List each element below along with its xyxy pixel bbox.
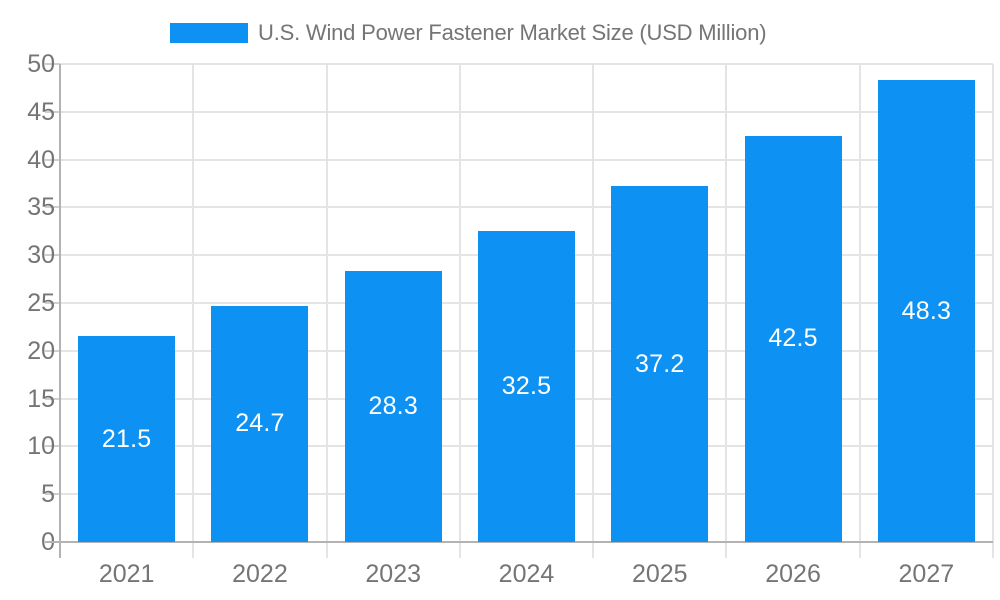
y-axis-tick bbox=[45, 302, 60, 304]
gridline-horizontal bbox=[60, 110, 993, 113]
bar-value-label: 37.2 bbox=[635, 349, 685, 378]
gridline-horizontal bbox=[60, 63, 993, 65]
gridline-horizontal bbox=[60, 158, 993, 161]
bar-value-label: 28.3 bbox=[368, 392, 418, 421]
x-axis-label-2026: 2026 bbox=[765, 560, 821, 588]
legend: U.S. Wind Power Fastener Market Size (US… bbox=[0, 14, 1000, 52]
y-axis-tick bbox=[45, 349, 60, 352]
y-axis-tick bbox=[45, 110, 60, 113]
bar-value-label: 24.7 bbox=[235, 409, 285, 438]
x-axis-label-2022: 2022 bbox=[232, 560, 288, 588]
y-axis-tick bbox=[45, 493, 60, 496]
y-axis-label: 45 bbox=[27, 97, 55, 126]
bar-2021[interactable]: 21.5 bbox=[78, 336, 176, 542]
bar-value-label: 48.3 bbox=[901, 296, 952, 325]
gridline-horizontal bbox=[60, 206, 993, 209]
chart-title: U.S. Wind Power Fastener Market Size (US… bbox=[258, 20, 767, 45]
bar-2023[interactable]: 28.3 bbox=[344, 271, 442, 542]
bar-value-label: 42.5 bbox=[768, 324, 818, 353]
y-axis-tick bbox=[45, 206, 60, 209]
gridline-vertical bbox=[992, 64, 994, 558]
gridline-vertical bbox=[325, 64, 328, 558]
x-axis-label-2021: 2021 bbox=[98, 560, 155, 588]
y-axis-tick bbox=[45, 445, 60, 448]
y-axis-tick bbox=[45, 63, 60, 65]
y-axis-label: 5 bbox=[41, 480, 55, 509]
y-axis-label: 35 bbox=[27, 193, 55, 222]
bar-2024[interactable]: 32.5 bbox=[478, 231, 575, 542]
gridline-vertical bbox=[192, 64, 195, 558]
x-axis-label-2024: 2024 bbox=[498, 560, 555, 588]
y-axis-label: 15 bbox=[27, 384, 55, 413]
bar-2027[interactable]: 48.3 bbox=[877, 80, 975, 542]
y-axis-label: 25 bbox=[27, 289, 55, 317]
gridline-vertical bbox=[592, 64, 595, 558]
y-axis-tick bbox=[45, 254, 60, 257]
x-axis-label-2023: 2023 bbox=[365, 560, 422, 588]
y-axis-label: 20 bbox=[27, 336, 55, 365]
y-axis-label: 10 bbox=[27, 432, 55, 461]
x-axis-label-2025: 2025 bbox=[631, 560, 688, 588]
gridline-vertical bbox=[725, 64, 728, 558]
y-axis-line bbox=[59, 64, 61, 558]
gridline-vertical bbox=[458, 64, 461, 558]
y-axis-label: 50 bbox=[27, 50, 55, 78]
bar-2022[interactable]: 24.7 bbox=[211, 305, 309, 542]
y-axis-tick bbox=[45, 158, 60, 161]
bar-2026[interactable]: 42.5 bbox=[744, 135, 842, 542]
x-axis-line bbox=[45, 541, 993, 543]
y-axis-tick bbox=[45, 397, 60, 400]
gridline-vertical bbox=[858, 64, 861, 558]
y-axis-label: 40 bbox=[27, 145, 55, 174]
bar-value-label: 32.5 bbox=[501, 372, 552, 401]
legend-swatch bbox=[170, 23, 248, 43]
y-axis-label: 30 bbox=[27, 241, 55, 270]
x-axis-label-2027: 2027 bbox=[898, 560, 955, 588]
bar-2025[interactable]: 37.2 bbox=[611, 186, 709, 542]
bar-value-label: 21.5 bbox=[101, 424, 152, 453]
